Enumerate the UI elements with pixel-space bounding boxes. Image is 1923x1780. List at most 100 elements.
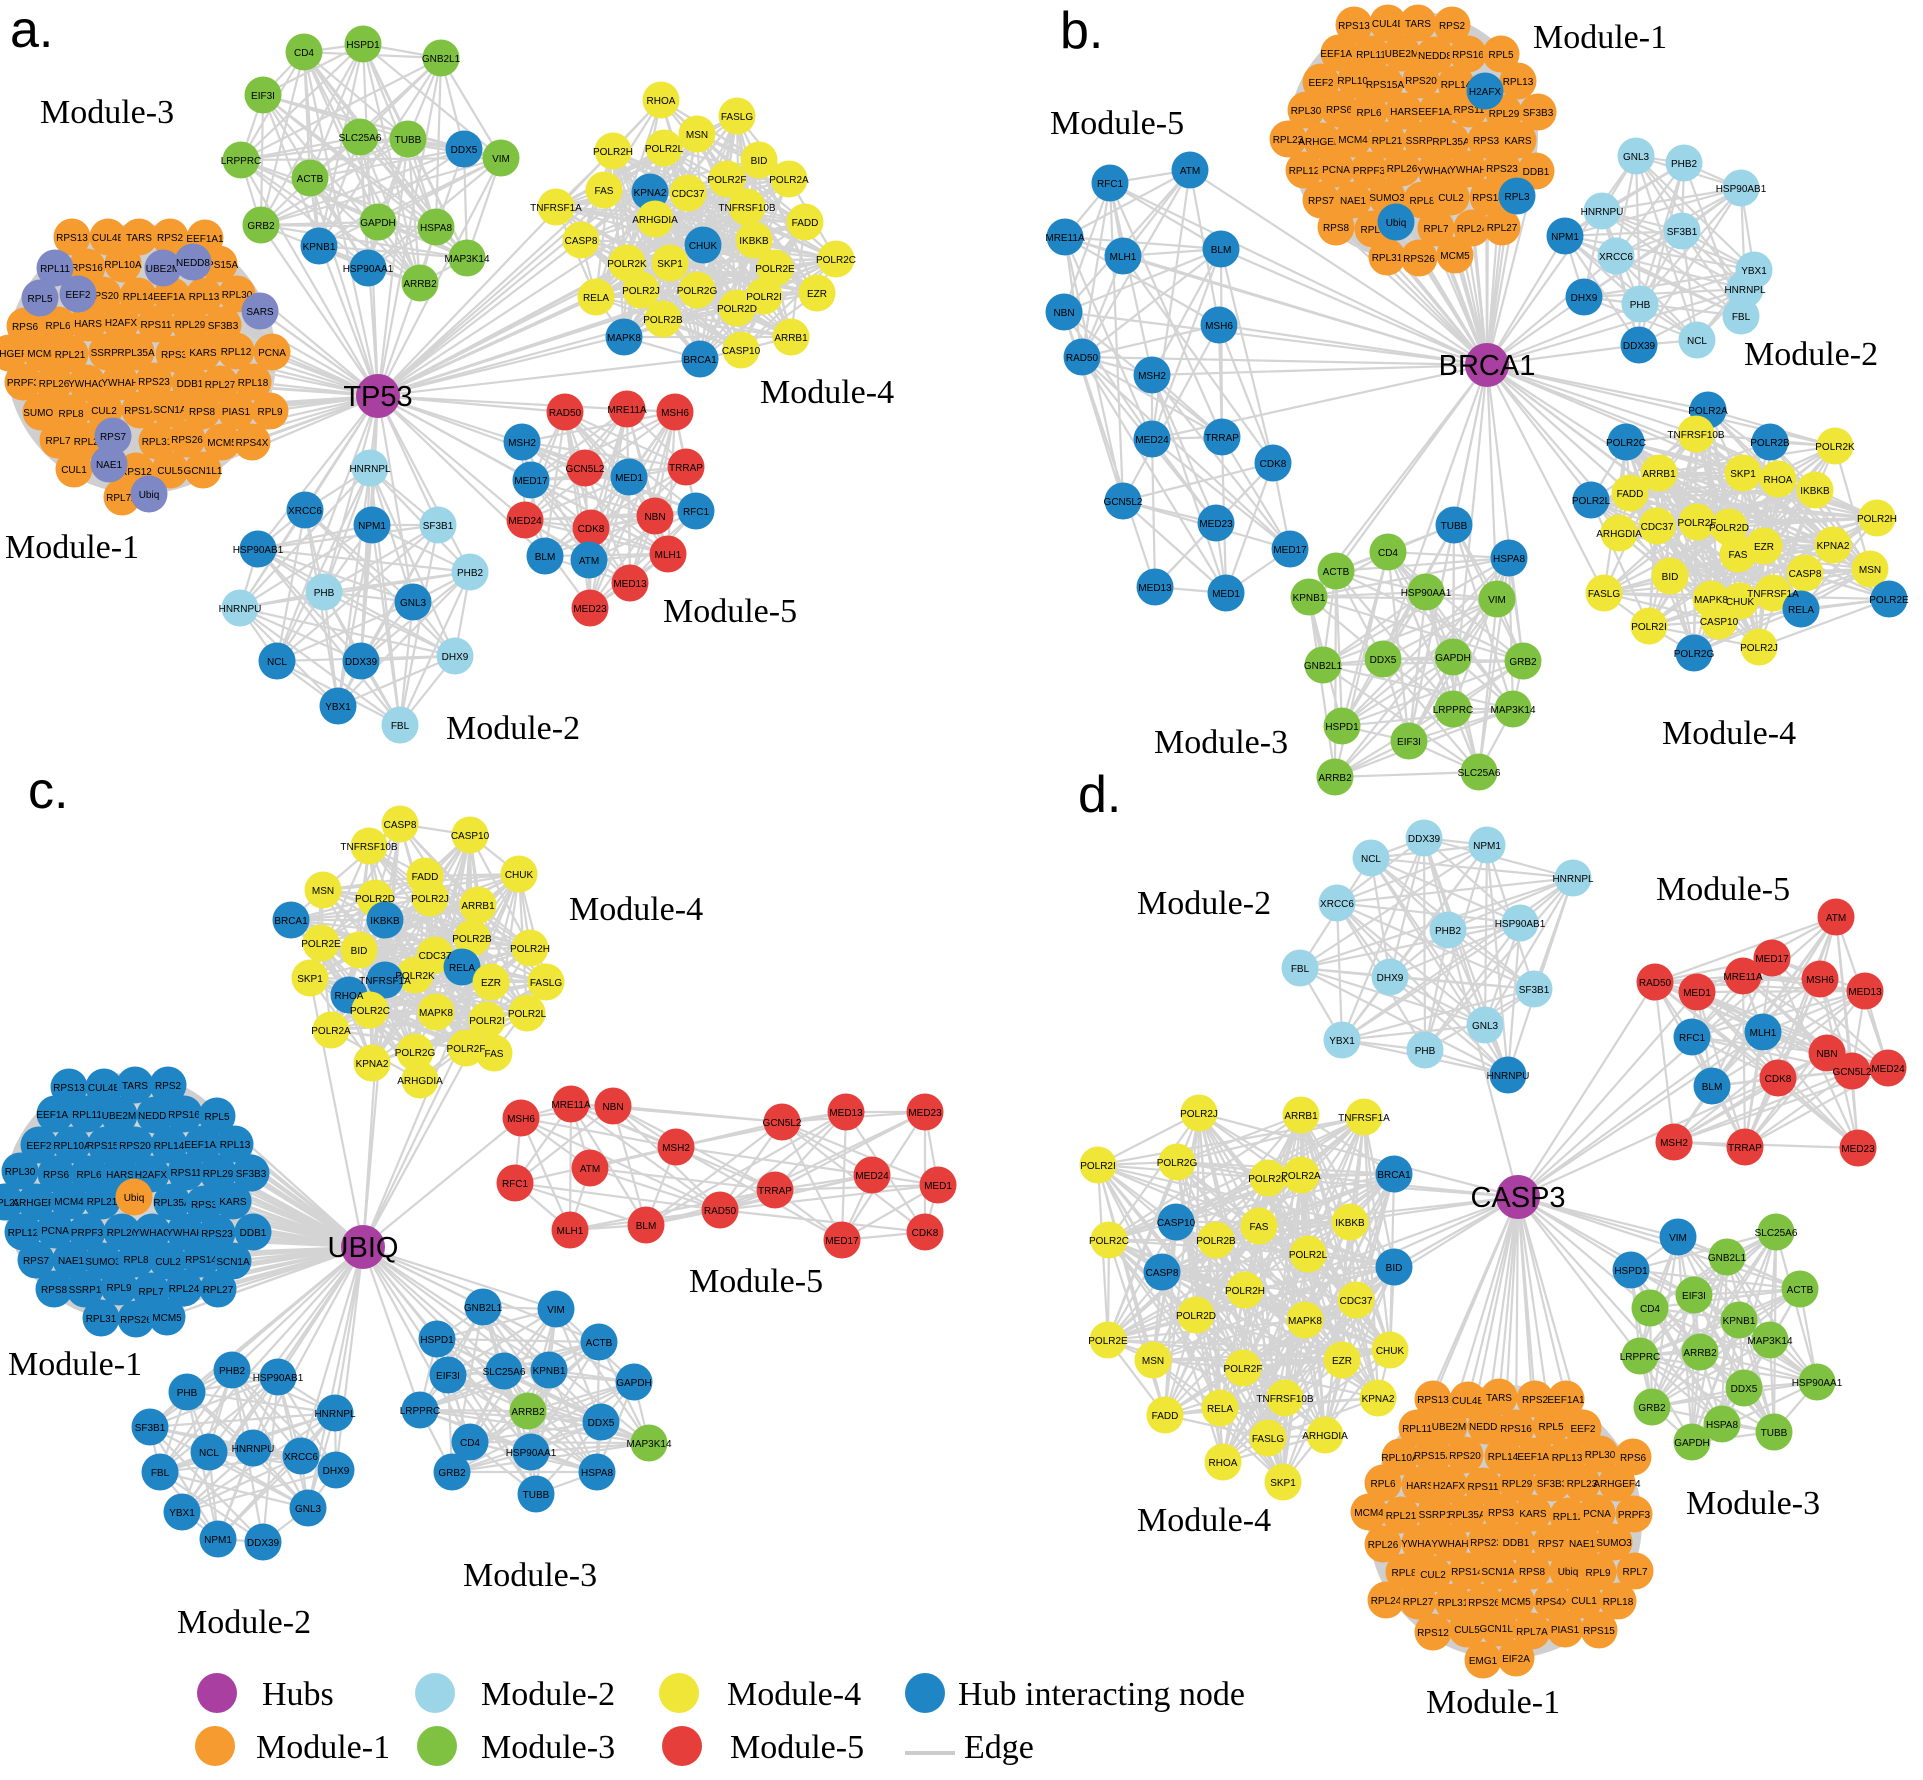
- svg-text:RPL35A: RPL35A: [1432, 137, 1470, 148]
- svg-text:POLR2D: POLR2D: [1709, 523, 1749, 534]
- svg-text:RPL23: RPL23: [1273, 135, 1304, 146]
- svg-text:SLC25A6: SLC25A6: [1458, 768, 1501, 779]
- svg-text:SLC25A6: SLC25A6: [1755, 1228, 1798, 1239]
- svg-text:RPL29: RPL29: [175, 320, 206, 331]
- svg-text:CUL2: CUL2: [155, 1257, 181, 1268]
- svg-text:RPS11: RPS11: [1468, 1482, 1499, 1493]
- svg-text:RPL7: RPL7: [1423, 224, 1448, 235]
- svg-text:PCNA: PCNA: [1583, 1509, 1611, 1520]
- svg-text:CHUK: CHUK: [689, 241, 718, 252]
- svg-text:RPS23: RPS23: [1470, 1538, 1502, 1549]
- svg-text:Ubiq: Ubiq: [1558, 1567, 1579, 1578]
- svg-text:RPS3: RPS3: [1473, 136, 1500, 147]
- svg-text:MCM4: MCM4: [1354, 1508, 1384, 1519]
- svg-text:NEDD8: NEDD8: [1469, 1422, 1503, 1433]
- svg-text:EEF1A2: EEF1A2: [1517, 1452, 1555, 1463]
- svg-text:CHUK: CHUK: [1376, 1346, 1405, 1357]
- svg-text:RPS15A: RPS15A: [200, 260, 239, 271]
- svg-text:IKBKB: IKBKB: [370, 916, 400, 927]
- svg-text:MED13: MED13: [1848, 987, 1882, 998]
- svg-text:EEF2: EEF2: [65, 290, 90, 301]
- svg-text:RPL7: RPL7: [1622, 1567, 1647, 1578]
- svg-text:MRE11A: MRE11A: [1723, 972, 1763, 983]
- svg-text:LRPPRC: LRPPRC: [400, 1406, 441, 1417]
- svg-text:DDB1: DDB1: [1503, 1538, 1530, 1549]
- svg-text:CASP8: CASP8: [565, 236, 598, 247]
- svg-text:HNRNPL: HNRNPL: [349, 464, 391, 475]
- svg-text:RPS15: RPS15: [1583, 1626, 1615, 1637]
- svg-text:ARRB1: ARRB1: [1284, 1111, 1318, 1122]
- svg-text:GAPDH: GAPDH: [1435, 653, 1471, 664]
- svg-text:ATM: ATM: [580, 1164, 600, 1175]
- svg-text:CHUK: CHUK: [1726, 597, 1755, 608]
- svg-text:RPS7: RPS7: [1308, 196, 1335, 207]
- svg-text:ARRB2: ARRB2: [1318, 773, 1352, 784]
- svg-text:RPL30: RPL30: [1585, 1450, 1616, 1461]
- svg-text:POLR2J: POLR2J: [622, 286, 660, 297]
- svg-text:RPL5: RPL5: [1488, 50, 1513, 61]
- svg-text:LRPPRC: LRPPRC: [1433, 705, 1474, 716]
- svg-text:RPS3: RPS3: [191, 1200, 218, 1211]
- svg-text:KARS: KARS: [1504, 136, 1532, 147]
- svg-text:Module-3: Module-3: [1686, 1485, 1820, 1522]
- svg-text:NBN: NBN: [1053, 308, 1074, 319]
- svg-text:MSH2: MSH2: [1660, 1138, 1688, 1149]
- svg-text:RPS15A: RPS15A: [87, 1141, 126, 1152]
- svg-text:H2AFX: H2AFX: [1469, 87, 1502, 98]
- svg-text:CASP3: CASP3: [1470, 1182, 1565, 1214]
- svg-text:RFC1: RFC1: [502, 1179, 529, 1190]
- svg-text:CUL5: CUL5: [157, 466, 183, 477]
- svg-text:CD4: CD4: [1378, 548, 1398, 559]
- svg-text:NAE1: NAE1: [96, 460, 123, 471]
- svg-text:HARS: HARS: [106, 1170, 134, 1181]
- svg-text:YWHAH: YWHAH: [166, 1228, 203, 1239]
- svg-text:ARRB2: ARRB2: [511, 1407, 545, 1418]
- svg-text:MRE11A: MRE11A: [1045, 233, 1085, 244]
- svg-text:POLR2C: POLR2C: [1089, 1236, 1129, 1247]
- svg-text:CASP8: CASP8: [1146, 1268, 1179, 1279]
- svg-text:RPS13: RPS13: [56, 233, 88, 244]
- svg-text:FBL: FBL: [1732, 312, 1751, 323]
- svg-text:GCN5L2: GCN5L2: [1104, 497, 1143, 508]
- svg-text:TRRAP: TRRAP: [1728, 1143, 1762, 1154]
- svg-text:PHB2: PHB2: [1435, 926, 1462, 937]
- svg-text:MAP3K14: MAP3K14: [626, 1439, 671, 1450]
- svg-text:NAE1: NAE1: [58, 1256, 85, 1267]
- svg-text:RELA: RELA: [583, 293, 609, 304]
- svg-text:GRB2: GRB2: [247, 221, 275, 232]
- svg-text:RPS16: RPS16: [1452, 50, 1484, 61]
- svg-text:RPS7: RPS7: [23, 1256, 50, 1267]
- svg-text:RPL11: RPL11: [72, 1110, 102, 1121]
- svg-text:Ubiq: Ubiq: [1386, 218, 1407, 229]
- svg-text:POLR2A: POLR2A: [769, 175, 809, 186]
- svg-text:RELA: RELA: [449, 963, 475, 974]
- svg-text:RFC1: RFC1: [1097, 179, 1124, 190]
- svg-text:POLR2G: POLR2G: [1157, 1158, 1198, 1169]
- svg-text:RPS14: RPS14: [185, 1255, 217, 1266]
- svg-text:RPL31: RPL31: [1372, 253, 1403, 264]
- svg-text:POLR2G: POLR2G: [677, 286, 718, 297]
- svg-text:H2AFX: H2AFX: [1433, 1481, 1466, 1492]
- svg-text:RPL18: RPL18: [238, 378, 269, 389]
- svg-text:RPL26: RPL26: [107, 1228, 138, 1239]
- svg-text:YWHAH: YWHAH: [1449, 165, 1486, 176]
- svg-text:IKBKB: IKBKB: [1335, 1218, 1365, 1229]
- svg-text:RPL6: RPL6: [76, 1170, 101, 1181]
- svg-text:FAS: FAS: [1250, 1222, 1269, 1233]
- svg-text:PHB: PHB: [1415, 1046, 1436, 1057]
- svg-text:RPS13: RPS13: [1417, 1395, 1449, 1406]
- svg-text:EEF1A2: EEF1A2: [1418, 107, 1456, 118]
- svg-text:POLR2F: POLR2F: [1678, 518, 1717, 529]
- svg-text:HSP90AA1: HSP90AA1: [1401, 588, 1452, 599]
- svg-text:MCM5: MCM5: [207, 438, 237, 449]
- svg-text:POLR2D: POLR2D: [1176, 1311, 1216, 1322]
- svg-text:Ubiq: Ubiq: [139, 490, 160, 501]
- svg-text:MSH2: MSH2: [662, 1143, 690, 1154]
- svg-text:DHX9: DHX9: [1377, 973, 1404, 984]
- svg-text:RPL12: RPL12: [1553, 1512, 1584, 1523]
- svg-text:SSRP1: SSRP1: [91, 348, 124, 359]
- svg-text:RPS13: RPS13: [53, 1083, 85, 1094]
- svg-text:ARHGEF4: ARHGEF4: [12, 1198, 60, 1209]
- svg-text:a.: a.: [10, 1, 53, 59]
- svg-text:RPL23: RPL23: [0, 1198, 21, 1209]
